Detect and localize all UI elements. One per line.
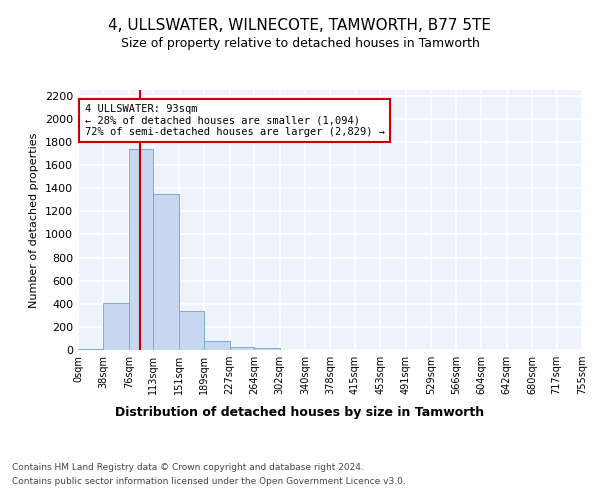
Bar (254, 348, 280, 350)
Text: Distribution of detached houses by size in Tamworth: Distribution of detached houses by size … (115, 406, 485, 419)
Text: Contains public sector information licensed under the Open Government Licence v3: Contains public sector information licen… (12, 476, 406, 486)
Bar (103, 302, 129, 350)
Text: 4 ULLSWATER: 93sqm
← 28% of detached houses are smaller (1,094)
72% of semi-deta: 4 ULLSWATER: 93sqm ← 28% of detached hou… (85, 104, 385, 137)
Bar (230, 347, 254, 350)
Bar (78, 349, 103, 350)
Bar (154, 194, 179, 350)
Bar (179, 310, 204, 350)
Bar (204, 342, 230, 350)
Text: 4, ULLSWATER, WILNECOTE, TAMWORTH, B77 5TE: 4, ULLSWATER, WILNECOTE, TAMWORTH, B77 5… (109, 18, 491, 32)
Y-axis label: Number of detached properties: Number of detached properties (29, 132, 40, 308)
Text: Size of property relative to detached houses in Tamworth: Size of property relative to detached ho… (121, 38, 479, 51)
Text: Contains HM Land Registry data © Crown copyright and database right 2024.: Contains HM Land Registry data © Crown c… (12, 463, 364, 472)
Bar (129, 149, 154, 350)
